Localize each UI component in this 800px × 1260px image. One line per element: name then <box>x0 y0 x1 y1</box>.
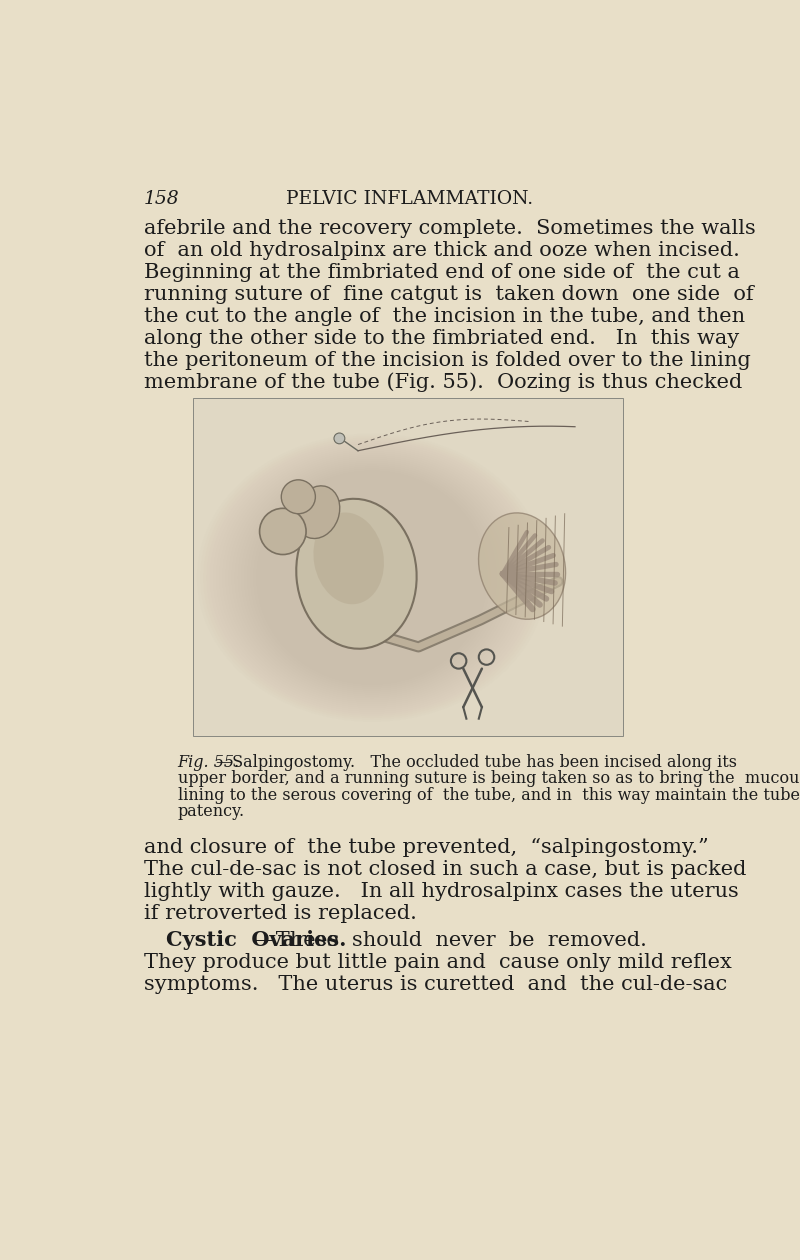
Text: Fig. 55.: Fig. 55. <box>178 755 240 771</box>
Ellipse shape <box>296 486 340 538</box>
Text: lightly with gauze.   In all hydrosalpinx cases the uterus: lightly with gauze. In all hydrosalpinx … <box>144 882 739 901</box>
Text: —Salpingostomy.   The occluded tube has been incised along its: —Salpingostomy. The occluded tube has be… <box>216 755 738 771</box>
Text: The cul-de-sac is not closed in such a case, but is packed: The cul-de-sac is not closed in such a c… <box>144 861 746 879</box>
Ellipse shape <box>296 499 417 649</box>
Text: Cystic  Ovaries.: Cystic Ovaries. <box>166 930 346 950</box>
Text: if retroverted is replaced.: if retroverted is replaced. <box>144 905 417 924</box>
Text: 158: 158 <box>144 189 180 208</box>
Text: upper border, and a running suture is being taken so as to bring the  mucous: upper border, and a running suture is be… <box>178 770 800 788</box>
Text: running suture of  fine catgut is  taken down  one side  of: running suture of fine catgut is taken d… <box>144 285 754 304</box>
Ellipse shape <box>314 513 384 605</box>
Ellipse shape <box>478 513 566 619</box>
Text: of  an old hydrosalpinx are thick and ooze when incised.: of an old hydrosalpinx are thick and ooz… <box>144 242 740 261</box>
Bar <box>193 398 623 736</box>
Text: They produce but little pain and  cause only mild reflex: They produce but little pain and cause o… <box>144 953 732 971</box>
Text: the peritoneum of the incision is folded over to the lining: the peritoneum of the incision is folded… <box>144 352 751 370</box>
Text: membrane of the tube (Fig. 55).  Oozing is thus checked: membrane of the tube (Fig. 55). Oozing i… <box>144 372 742 392</box>
Circle shape <box>334 433 345 444</box>
Text: afebrile and the recovery complete.  Sometimes the walls: afebrile and the recovery complete. Some… <box>144 219 756 238</box>
Text: —These  should  never  be  removed.: —These should never be removed. <box>255 931 647 950</box>
Circle shape <box>259 508 306 554</box>
Text: patency.: patency. <box>178 803 245 820</box>
Text: Beginning at the fimbriated end of one side of  the cut a: Beginning at the fimbriated end of one s… <box>144 263 740 282</box>
Text: the cut to the angle of  the incision in the tube, and then: the cut to the angle of the incision in … <box>144 307 746 326</box>
Text: and closure of  the tube prevented,  “salpingostomy.”: and closure of the tube prevented, “salp… <box>144 838 709 858</box>
Text: PELVIC INFLAMMATION.: PELVIC INFLAMMATION. <box>286 189 534 208</box>
Circle shape <box>282 480 315 514</box>
Text: along the other side to the fimbriated end.   In  this way: along the other side to the fimbriated e… <box>144 329 739 348</box>
Text: symptoms.   The uterus is curetted  and  the cul-de-sac: symptoms. The uterus is curetted and the… <box>144 975 727 994</box>
Text: lining to the serous covering of  the tube, and in  this way maintain the tube’s: lining to the serous covering of the tub… <box>178 786 800 804</box>
